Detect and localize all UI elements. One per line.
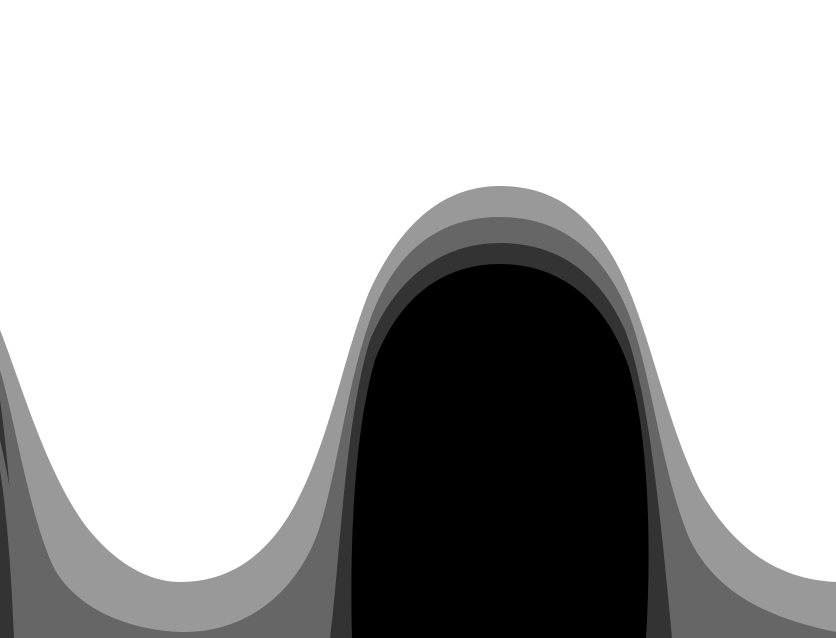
left-mid-sliver (0, 440, 30, 638)
core (351, 264, 649, 638)
